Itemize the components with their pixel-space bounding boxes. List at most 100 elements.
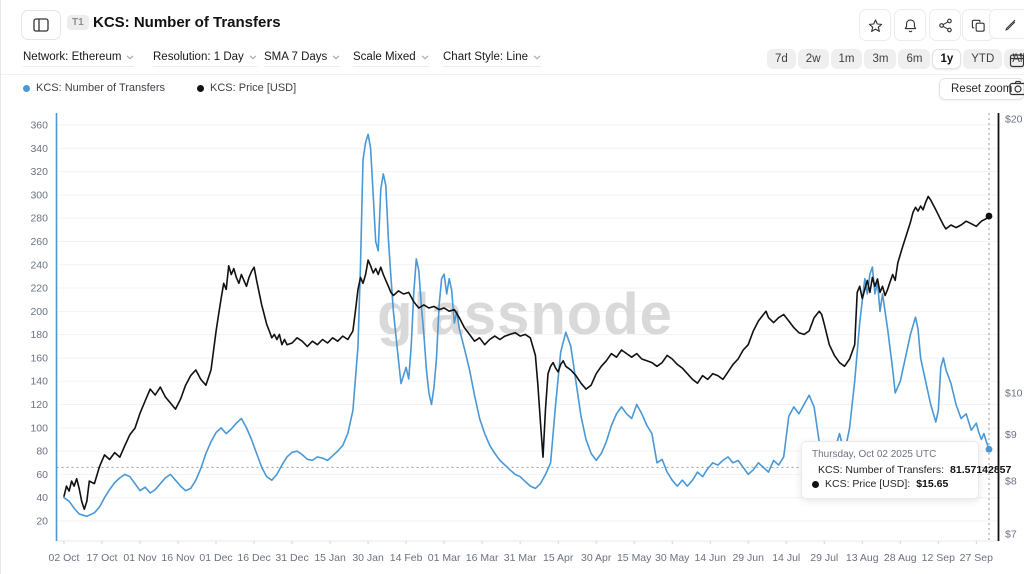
left-axis-tick-label: 200 [30, 306, 48, 318]
time-range-group: 7d 2w 1m 3m 6m 1y YTD All [767, 49, 1024, 69]
scale-dropdown[interactable]: Scale Mixed [353, 51, 429, 67]
sidebar-toggle-button[interactable] [21, 10, 61, 40]
duplicate-button[interactable] [962, 9, 994, 41]
right-axis-tick-label: $8 [1005, 476, 1017, 488]
network-dropdown-label: Network: Ethereum [23, 51, 122, 63]
legend-item-transfers[interactable]: KCS: Number of Transfers [23, 82, 165, 94]
x-axis-tick-label: 29 Jul [810, 552, 838, 564]
range-button-1m[interactable]: 1m [830, 49, 863, 69]
pencil-icon [1005, 19, 1016, 31]
left-axis-tick-label: 300 [30, 189, 48, 201]
chevron-down-icon [533, 54, 541, 60]
metric-toolbar: Network: Ethereum Resolution: 1 Day SMA … [1, 48, 1024, 75]
tab-badge[interactable]: T1 [67, 15, 89, 30]
legend-label-price: KCS: Price [USD] [210, 82, 297, 94]
right-axis-tick-label: $9 [1005, 429, 1017, 441]
chevron-down-icon [127, 54, 134, 60]
right-axis-tick-label: $20 [1005, 114, 1023, 126]
x-axis-tick-label: 30 Apr [581, 552, 612, 564]
x-axis-tick-label: 27 Sep [960, 552, 993, 564]
range-button-3m[interactable]: 3m [864, 49, 897, 69]
left-axis-tick-label: 40 [36, 492, 48, 504]
tooltip-row-transfers: KCS: Number of Transfers: 81.57142857 [812, 464, 1011, 476]
left-axis-tick-label: 320 [30, 166, 48, 178]
tooltip-value-price: $15.65 [916, 478, 949, 490]
x-axis-tick-label: 13 Aug [846, 552, 879, 564]
right-axis-tick-label: $10 [1005, 388, 1023, 400]
series-line-price [63, 195, 990, 511]
range-button-7d[interactable]: 7d [767, 49, 796, 69]
left-axis-tick-label: 60 [36, 469, 48, 481]
alerts-button[interactable] [894, 9, 926, 41]
right-axis-tick-label: $7 [1005, 528, 1017, 540]
x-axis-tick-label: 01 Mar [428, 552, 461, 564]
x-axis-tick-label: 14 Jul [772, 552, 800, 564]
left-axis-tick-label: 280 [30, 213, 48, 225]
legend-dot-transfers [23, 84, 30, 92]
star-icon [868, 18, 882, 32]
x-axis-tick-label: 02 Oct [49, 552, 80, 564]
sma-dropdown-label: SMA 7 Days [264, 51, 328, 63]
favorite-button[interactable] [859, 9, 891, 41]
x-axis-tick-label: 15 Apr [543, 552, 574, 564]
sma-dropdown[interactable]: SMA 7 Days [264, 51, 341, 67]
x-axis-tick-label: 12 Sep [922, 552, 955, 564]
legend-row: KCS: Number of Transfers KCS: Price [USD… [1, 74, 1024, 104]
resolution-dropdown[interactable]: Resolution: 1 Day [153, 51, 257, 67]
left-axis-tick-label: 360 [30, 120, 48, 132]
tooltip-dot-price [812, 480, 819, 488]
chart-tooltip: Thursday, Oct 02 2025 UTC KCS: Number of… [801, 441, 1011, 499]
left-axis-tick-label: 240 [30, 259, 48, 271]
left-axis-tick-label: 140 [30, 376, 48, 388]
x-axis-tick-label: 16 Dec [237, 552, 270, 564]
x-axis-tick-label: 14 Feb [390, 552, 423, 564]
tooltip-label-price: KCS: Price [USD]: [825, 478, 911, 490]
camera-icon [1009, 80, 1024, 96]
chevron-down-icon [249, 54, 257, 60]
x-axis-tick-label: 16 Mar [466, 552, 499, 564]
chart-style-dropdown[interactable]: Chart Style: Line [443, 51, 542, 67]
left-axis-tick-label: 220 [30, 283, 48, 295]
left-axis-tick-label: 160 [30, 352, 48, 364]
calendar-button[interactable] [1009, 50, 1024, 70]
left-axis-tick-label: 100 [30, 422, 48, 434]
left-axis-tick-label: 340 [30, 143, 48, 155]
reset-zoom-button[interactable]: Reset zoom [939, 78, 1024, 100]
scale-dropdown-label: Scale Mixed [353, 51, 416, 63]
tooltip-value-transfers: 81.57142857 [950, 464, 1012, 476]
screenshot-button[interactable] [1009, 80, 1024, 100]
left-axis-tick-label: 80 [36, 446, 48, 458]
series-endpoint-transfers [985, 445, 993, 453]
legend-item-price[interactable]: KCS: Price [USD] [197, 82, 296, 94]
x-axis-tick-label: 01 Nov [123, 552, 157, 564]
page-title: KCS: Number of Transfers [93, 14, 281, 31]
x-axis-tick-label: 14 Jun [694, 552, 726, 564]
x-axis-tick-label: 17 Oct [87, 552, 118, 564]
range-button-2w[interactable]: 2w [797, 49, 829, 69]
left-axis-tick-label: 260 [30, 236, 48, 248]
network-dropdown[interactable]: Network: Ethereum [23, 51, 135, 67]
share-button[interactable] [929, 9, 961, 41]
left-axis-tick-label: 180 [30, 329, 48, 341]
sidebar-toggle-icon [33, 18, 49, 32]
share-icon [938, 18, 952, 32]
bell-icon [904, 18, 916, 32]
range-button-ytd[interactable]: YTD [963, 49, 1003, 69]
edit-button[interactable]: Edit [989, 9, 1024, 39]
resolution-dropdown-label: Resolution: 1 Day [153, 51, 244, 63]
x-axis-tick-label: 29 Jun [732, 552, 764, 564]
tooltip-label-transfers: KCS: Number of Transfers: [818, 464, 945, 476]
x-axis-tick-label: 15 Jan [314, 552, 346, 564]
left-axis-tick-label: 120 [30, 399, 48, 411]
header: T1 KCS: Number of Transfers Edit [1, 0, 1024, 48]
tooltip-row-price: KCS: Price [USD]: $15.65 [812, 478, 968, 490]
x-axis-tick-label: 30 Jan [352, 552, 384, 564]
calendar-icon [1009, 53, 1024, 68]
x-axis-tick-label: 30 May [655, 552, 690, 564]
range-button-6m[interactable]: 6m [898, 49, 931, 69]
range-button-1y[interactable]: 1y [932, 49, 962, 69]
x-axis-tick-label: 31 Dec [275, 552, 308, 564]
x-axis-tick-label: 16 Nov [161, 552, 195, 564]
tooltip-date: Thursday, Oct 02 2025 UTC [812, 449, 937, 460]
left-axis-tick-label: 20 [36, 516, 48, 528]
